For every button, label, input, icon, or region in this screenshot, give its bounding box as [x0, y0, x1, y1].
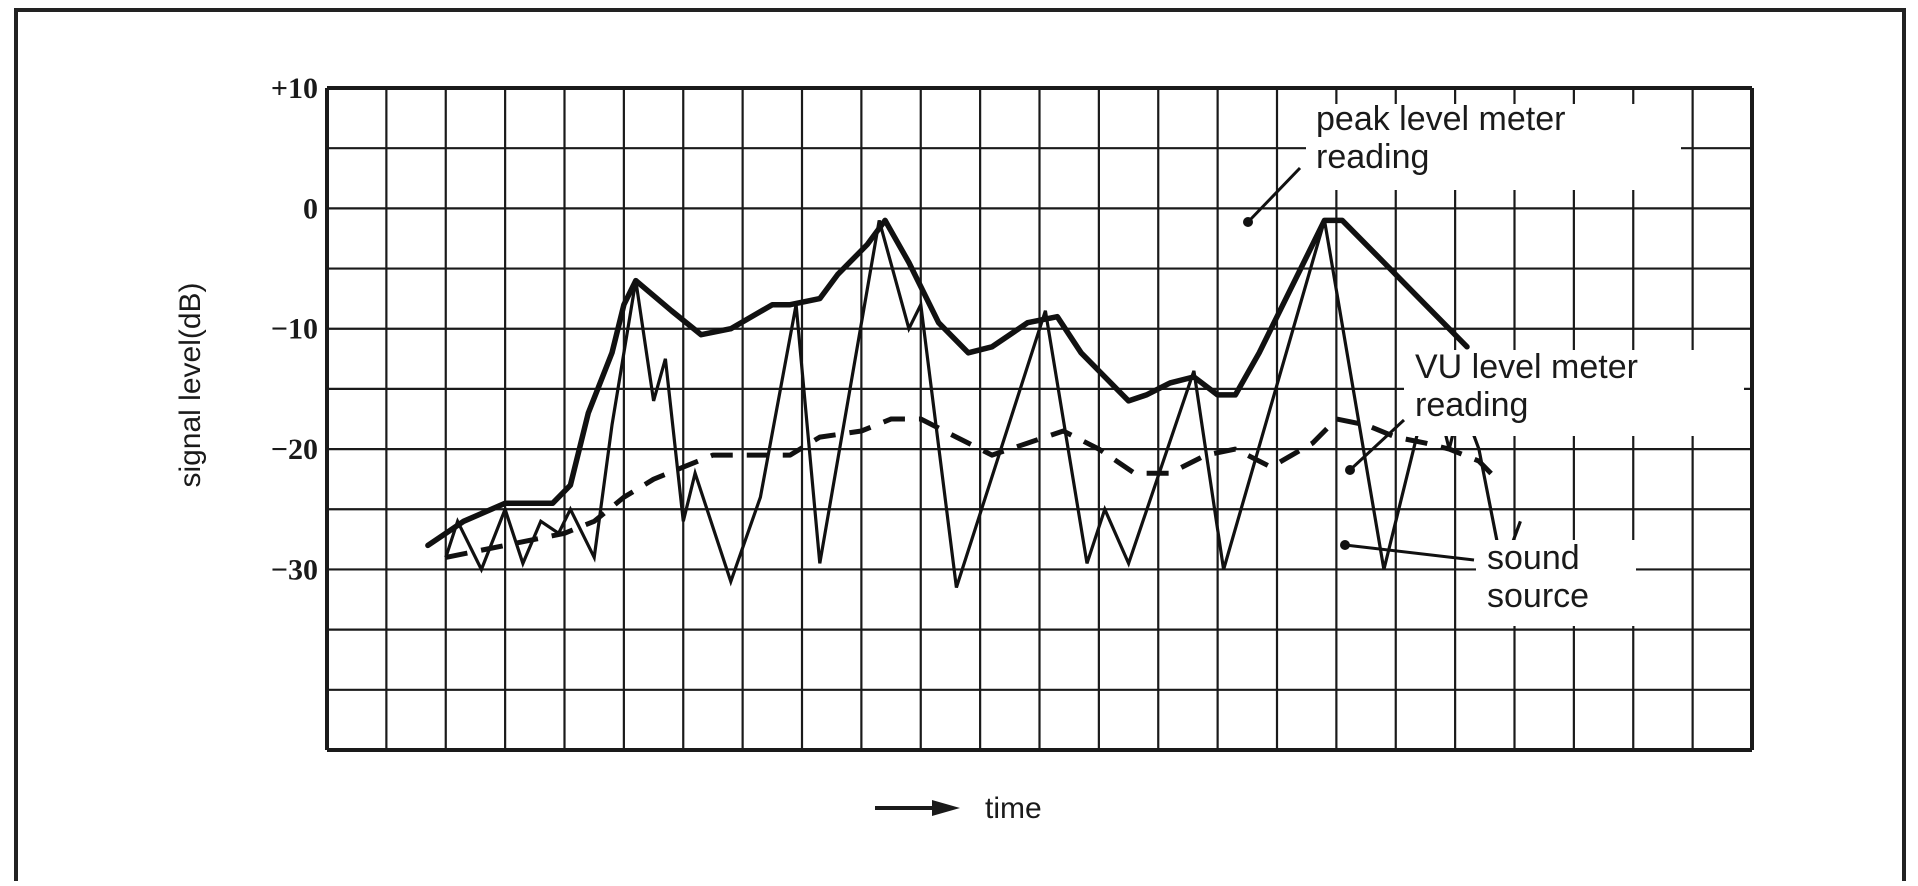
annotation-arrowhead	[1345, 465, 1355, 475]
x-axis-label: time	[985, 792, 1042, 825]
annotation-text: sound	[1487, 539, 1580, 577]
y-tick-label: 0	[303, 192, 318, 225]
annotation-leader	[1348, 418, 1406, 472]
annotation-background	[1404, 350, 1744, 436]
annotation-background	[1306, 104, 1681, 190]
series-layer	[425, 217, 1522, 588]
annotation-arrowhead	[1243, 217, 1253, 227]
annotation-leader	[1246, 166, 1302, 224]
annotation-background	[1476, 540, 1636, 626]
annotation-text: source	[1487, 577, 1589, 615]
annotation-leader	[1344, 543, 1475, 562]
y-axis-label: signal level(dB)	[174, 282, 207, 487]
y-tick-label: −20	[271, 433, 318, 466]
annotation-arrowhead	[1340, 540, 1350, 550]
y-tick-label: +10	[271, 72, 318, 105]
annotation-text: peak level meter	[1316, 100, 1565, 138]
x-axis-title-group: time	[875, 792, 1042, 825]
y-tick-label: −10	[271, 313, 318, 346]
vu-level-series	[445, 416, 1499, 560]
figure-border	[14, 8, 1906, 886]
annotation-text: reading	[1415, 386, 1528, 424]
annotation-text: reading	[1316, 138, 1429, 176]
time-arrow-head	[932, 800, 960, 816]
y-axis-ticks: +10 0 −10 −20 −30	[271, 72, 318, 586]
peak-level-series	[425, 217, 1470, 549]
y-tick-label: −30	[271, 553, 318, 586]
annotation-text: VU level meter	[1415, 348, 1638, 386]
sound-source-series	[444, 219, 1522, 588]
